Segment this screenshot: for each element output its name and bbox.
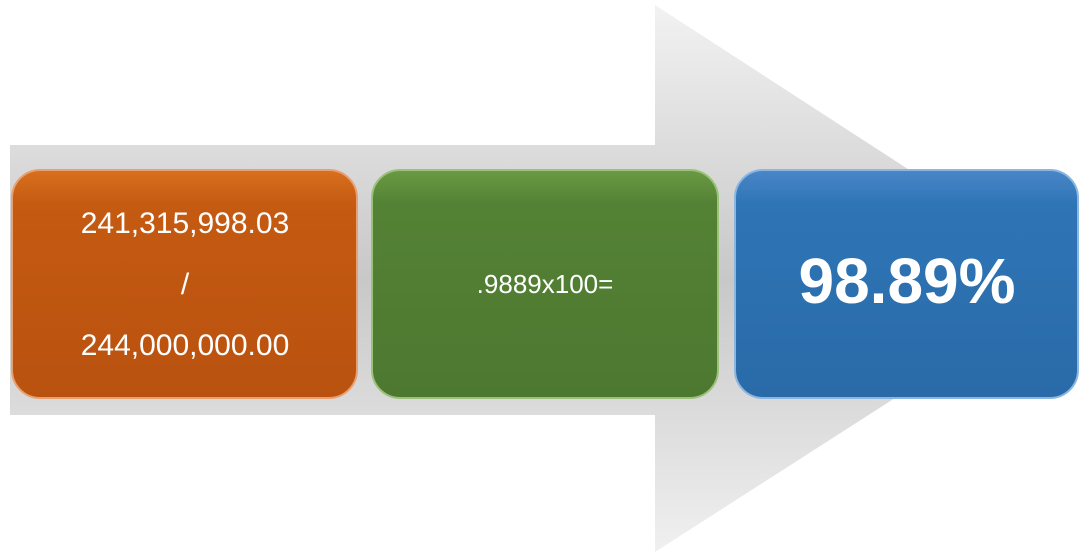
- orange-box: [11, 169, 358, 399]
- denominator: 244,000,000.00: [81, 329, 290, 362]
- result: 98.89%: [798, 245, 1015, 317]
- multiply-step: .9889x100=: [477, 269, 614, 299]
- green-box: [371, 169, 719, 399]
- blue-box: [734, 169, 1079, 399]
- divide-sign: /: [181, 268, 190, 301]
- numerator: 241,315,998.03: [81, 207, 290, 240]
